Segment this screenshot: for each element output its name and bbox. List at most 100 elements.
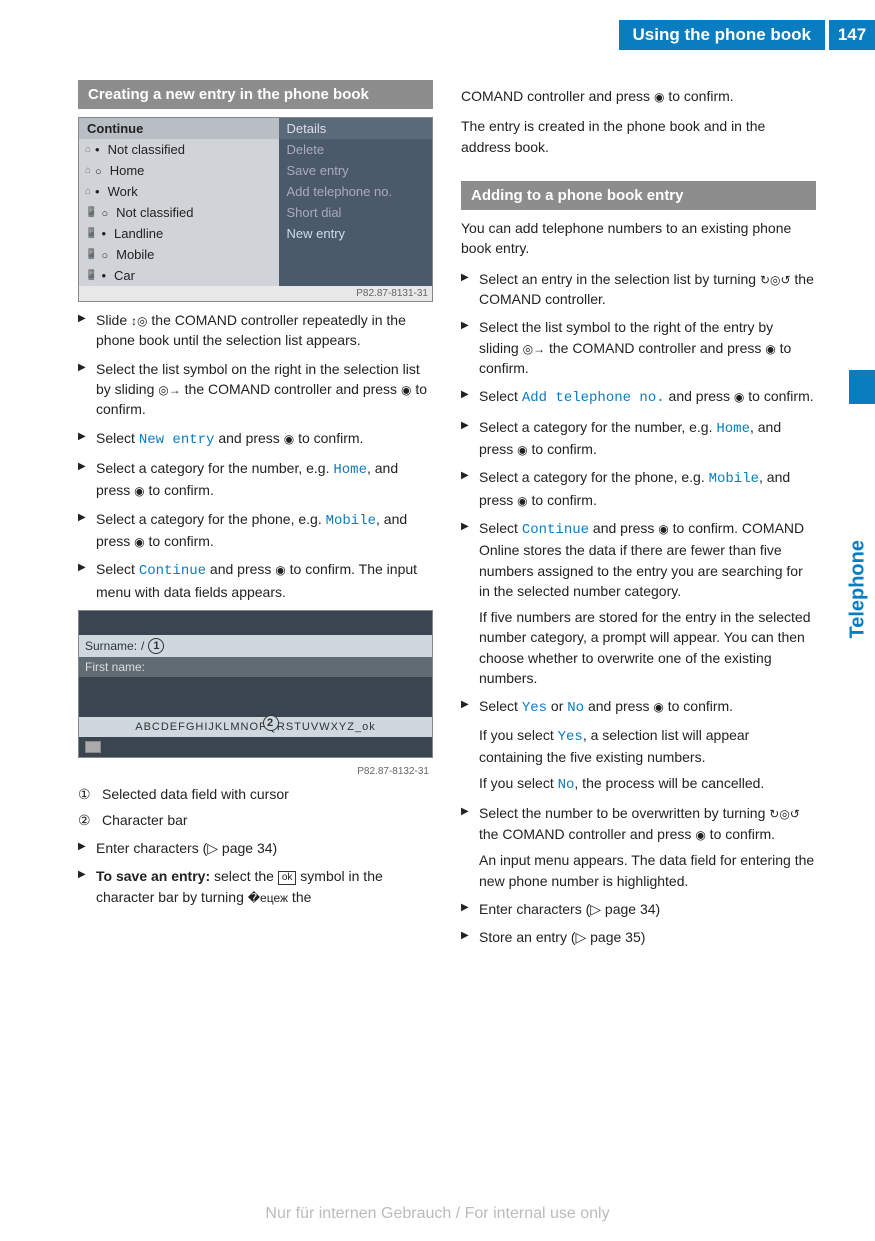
marker-2-icon: 2 bbox=[263, 715, 279, 731]
ss-menu-item: Add telephone no. bbox=[279, 181, 432, 202]
menu-term: No bbox=[567, 700, 584, 716]
controller-icon: �ецеж bbox=[248, 891, 288, 905]
menu-term: Home bbox=[716, 421, 750, 437]
ss-menu-item: New entry bbox=[279, 223, 432, 244]
side-label: Telephone bbox=[847, 540, 870, 639]
marker-1-icon: 1 bbox=[148, 638, 164, 654]
ss-list-item: 📱 Mobile bbox=[79, 244, 279, 265]
instruction-step: Select a category for the number, e.g. H… bbox=[461, 417, 816, 460]
instruction-step: Select Add telephone no. and press ◉ to … bbox=[461, 386, 816, 408]
instruction-step: Store an entry (▷ page 35) bbox=[461, 927, 816, 947]
step-list-right: Select an entry in the selection list by… bbox=[461, 269, 816, 948]
controller-icon: ◉ bbox=[654, 90, 664, 104]
instruction-step: Select a category for the number, e.g. H… bbox=[78, 458, 433, 501]
ss-list-item: ⌂ Not classified bbox=[79, 139, 279, 160]
menu-term: Add telephone no. bbox=[522, 390, 665, 406]
controller-icon: ◉ bbox=[284, 432, 294, 446]
page-header: Using the phone book 147 bbox=[0, 20, 875, 50]
screenshot-phonebook-menu: Continue ⌂ Not classified⌂ Home⌂ Work📱 N… bbox=[78, 117, 433, 302]
continuation-text: The entry is created in the phone book a… bbox=[461, 116, 816, 157]
instruction-step: Select Yes or No and press ◉ to confirm.… bbox=[461, 696, 816, 795]
section-heading: Creating a new entry in the phone book bbox=[78, 80, 433, 109]
instruction-step: Select an entry in the selection list by… bbox=[461, 269, 816, 310]
content-area: Creating a new entry in the phone book C… bbox=[78, 80, 818, 955]
controller-icon: ◉ bbox=[734, 390, 744, 404]
instruction-step: Slide ↕◎ the COMAND controller repeatedl… bbox=[78, 310, 433, 351]
controller-icon: ↻◎↺ bbox=[760, 273, 791, 287]
controller-icon: ◉ bbox=[765, 342, 775, 356]
menu-term: No bbox=[558, 777, 575, 793]
left-column: Creating a new entry in the phone book C… bbox=[78, 80, 433, 955]
ok-symbol: ok bbox=[278, 871, 297, 885]
menu-term: Yes bbox=[558, 729, 583, 745]
section-heading-2: Adding to a phone book entry bbox=[461, 181, 816, 210]
instruction-step: Select the number to be overwritten by t… bbox=[461, 803, 816, 890]
screenshot-id: P82.87-8131-31 bbox=[79, 286, 432, 301]
screenshot-id-2: P82.87-8132-31 bbox=[78, 764, 433, 779]
ss-list-item: 📱 Not classified bbox=[79, 202, 279, 223]
step-extra: If you select No, the process will be ca… bbox=[479, 773, 816, 795]
instruction-step: Select the list symbol to the right of t… bbox=[461, 317, 816, 378]
step-list: Slide ↕◎ the COMAND controller repeatedl… bbox=[78, 310, 433, 602]
ss-right-header: Details bbox=[279, 118, 432, 139]
controller-icon: ◉ bbox=[695, 828, 705, 842]
menu-term: Continue bbox=[139, 563, 206, 579]
instruction-step: Select a category for the phone, e.g. Mo… bbox=[78, 509, 433, 552]
menu-term: Continue bbox=[522, 522, 589, 538]
legend-item: ②Character bar bbox=[78, 811, 433, 831]
instruction-step: Select Continue and press ◉ to confirm. … bbox=[78, 559, 433, 602]
controller-icon: ↕◎ bbox=[131, 314, 147, 328]
right-column: COMAND controller and press ◉ to confirm… bbox=[461, 80, 816, 955]
controller-icon: ◉ bbox=[134, 535, 144, 549]
menu-term: Yes bbox=[522, 700, 547, 716]
step-extra: An input menu appears. The data field fo… bbox=[479, 850, 816, 891]
controller-icon: ↻◎↺ bbox=[769, 807, 800, 821]
ss-list-item: 📱 Car bbox=[79, 265, 279, 286]
menu-term: Home bbox=[333, 462, 367, 478]
continuation-text: COMAND controller and press ◉ to confirm… bbox=[461, 86, 816, 106]
legend-item: ①Selected data field with cursor bbox=[78, 785, 433, 805]
instruction-step: Enter characters (▷ page 34) bbox=[78, 838, 433, 858]
controller-icon: ◎→ bbox=[523, 342, 545, 356]
instruction-step: Select the list symbol on the right in t… bbox=[78, 359, 433, 420]
ss-left-header: Continue bbox=[79, 118, 279, 139]
ss2-firstname-field: First name: bbox=[79, 657, 432, 677]
controller-icon: ◉ bbox=[275, 563, 285, 577]
legend-list: ①Selected data field with cursor ②Charact… bbox=[78, 785, 433, 830]
ss2-charbar: ABCDEFGHIJKLMNOPQRSTUVWXYZ_ok 2 bbox=[79, 717, 432, 737]
ss-menu-item: Short dial bbox=[279, 202, 432, 223]
controller-icon: ◉ bbox=[517, 494, 527, 508]
ss-list-item: 📱 Landline bbox=[79, 223, 279, 244]
instruction-step: Select Continue and press ◉ to confirm. … bbox=[461, 518, 816, 688]
side-tab bbox=[849, 370, 875, 404]
ss2-surname-field: Surname:/ 1 bbox=[79, 635, 432, 657]
bold-text: To save an entry: bbox=[96, 868, 210, 884]
instruction-step: To save an entry: select the ok symbol i… bbox=[78, 866, 433, 907]
controller-icon: ◉ bbox=[653, 700, 663, 714]
step-extra: If five numbers are stored for the entry… bbox=[479, 607, 816, 688]
controller-icon: ◉ bbox=[517, 443, 527, 457]
watermark-text: Nur für internen Gebrauch / For internal… bbox=[0, 1205, 875, 1223]
controller-icon: ◉ bbox=[134, 484, 144, 498]
step-list-2: Enter characters (▷ page 34) To save an e… bbox=[78, 838, 433, 907]
page-number: 147 bbox=[829, 20, 875, 50]
ss-menu-item: Delete bbox=[279, 139, 432, 160]
ss-menu-item: Save entry bbox=[279, 160, 432, 181]
step-extra: If you select Yes, a selection list will… bbox=[479, 725, 816, 768]
instruction-step: Select New entry and press ◉ to confirm. bbox=[78, 428, 433, 450]
instruction-step: Enter characters (▷ page 34) bbox=[461, 899, 816, 919]
instruction-step: Select a category for the phone, e.g. Mo… bbox=[461, 467, 816, 510]
header-title: Using the phone book bbox=[619, 20, 826, 50]
intro-text: You can add telephone numbers to an exis… bbox=[461, 218, 816, 259]
menu-term: Mobile bbox=[709, 471, 759, 487]
controller-icon: ◎→ bbox=[158, 383, 180, 397]
controller-icon: ◉ bbox=[658, 522, 668, 536]
continuation-block: COMAND controller and press ◉ to confirm… bbox=[461, 86, 816, 157]
ss-list-item: ⌂ Work bbox=[79, 181, 279, 202]
menu-term: Mobile bbox=[326, 513, 376, 529]
screenshot-input-menu: Surname:/ 1 First name: ABCDEFGHIJKLMNOP… bbox=[78, 610, 433, 758]
menu-term: New entry bbox=[139, 432, 215, 448]
ss2-bottom-bar bbox=[79, 737, 432, 757]
controller-icon: ◉ bbox=[401, 383, 411, 397]
ss-list-item: ⌂ Home bbox=[79, 160, 279, 181]
